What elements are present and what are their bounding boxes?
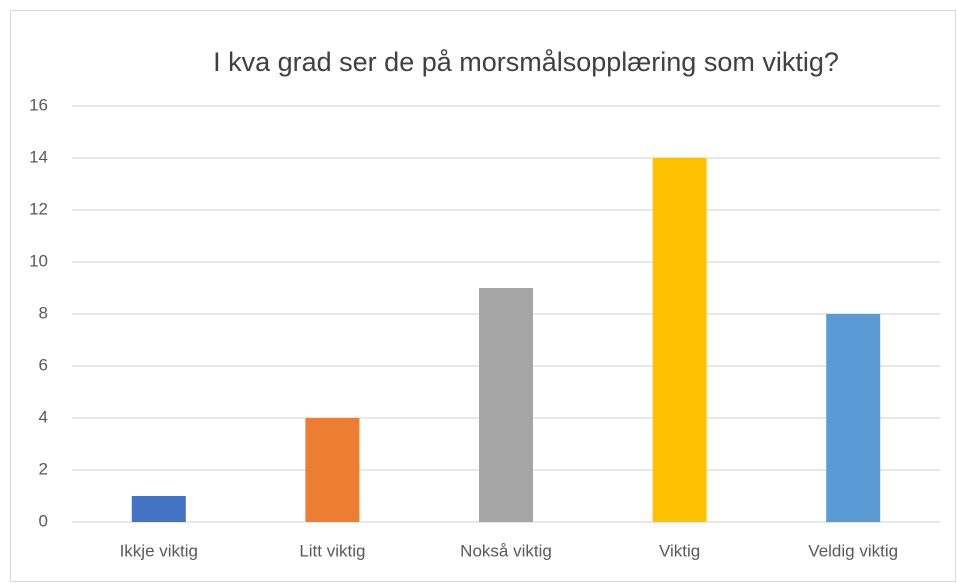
chart-title: I kva grad ser de på morsmålsopplæring s…	[213, 47, 839, 77]
y-tick-label: 16	[29, 95, 48, 114]
y-tick-label: 6	[39, 355, 48, 374]
bar	[305, 418, 360, 522]
x-tick-label: Nokså viktig	[460, 541, 552, 560]
y-tick-label: 8	[39, 303, 48, 322]
y-tick-label: 2	[39, 459, 48, 478]
x-tick-label: Litt viktig	[299, 541, 365, 560]
bar	[479, 288, 533, 522]
x-tick-label: Veldig viktig	[808, 541, 898, 560]
bar	[652, 158, 707, 522]
bar	[131, 496, 186, 522]
y-tick-label: 12	[29, 199, 48, 218]
x-tick-label: Viktig	[659, 541, 700, 560]
y-tick-label: 4	[39, 407, 48, 426]
bar	[826, 314, 881, 522]
y-tick-label: 14	[29, 147, 48, 166]
y-tick-label: 10	[29, 251, 48, 270]
x-tick-label: Ikkje viktig	[120, 541, 198, 560]
y-tick-label: 0	[39, 511, 48, 530]
